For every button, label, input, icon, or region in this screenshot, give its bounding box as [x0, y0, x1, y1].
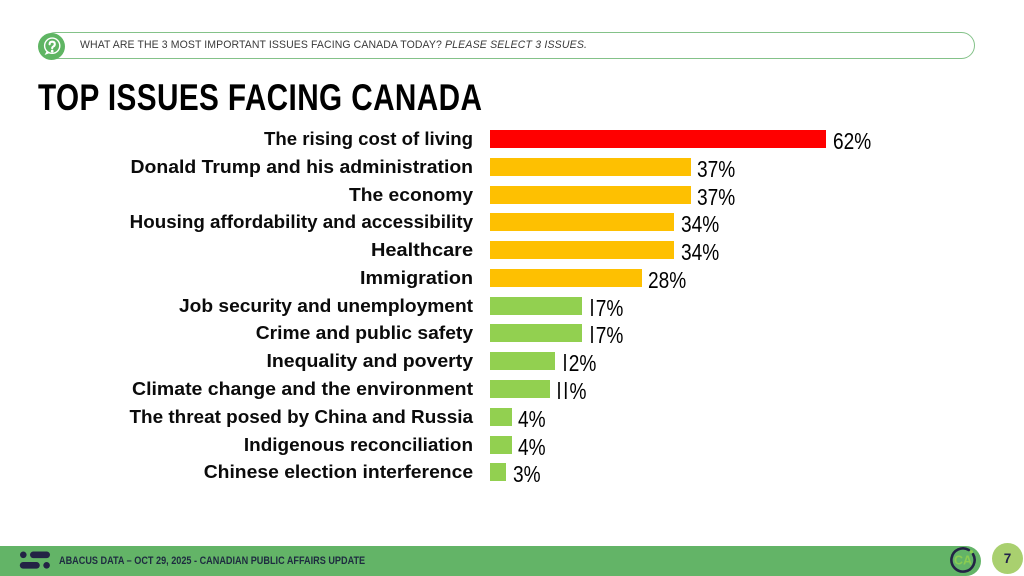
svg-text:CA: CA — [954, 554, 972, 568]
